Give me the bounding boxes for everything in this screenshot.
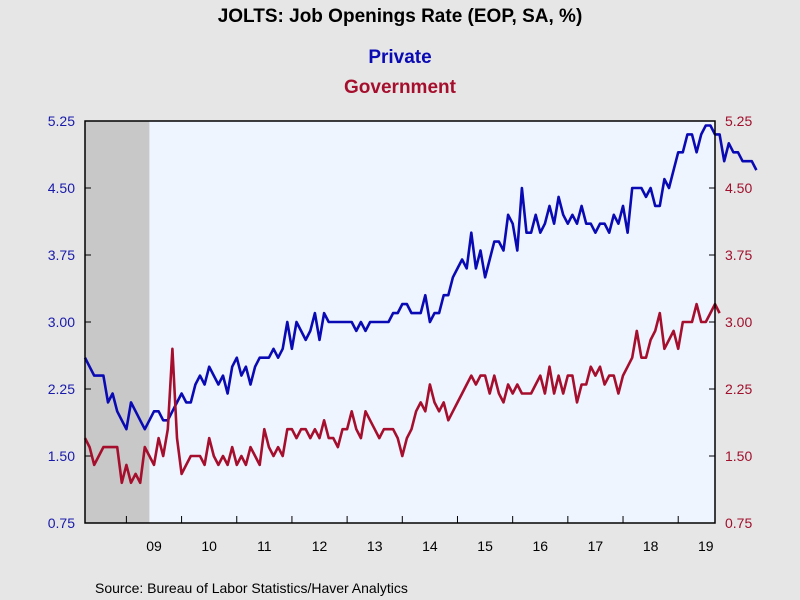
y-left-tick-label: 3.00	[48, 314, 75, 330]
series-line-private	[83, 124, 758, 431]
y-right-tick-label: 3.75	[725, 247, 752, 263]
y-left-tick-label: 4.50	[48, 180, 75, 196]
y-left-tick-label: 3.75	[48, 247, 75, 263]
x-tick-label: 16	[532, 538, 548, 554]
y-right-tick-label: 2.25	[725, 381, 752, 397]
y-left-tick-label: 5.25	[48, 113, 75, 129]
chart-title: JOLTS: Job Openings Rate (EOP, SA, %)	[218, 6, 583, 27]
x-tick-label: 10	[201, 538, 217, 554]
y-right-tick-label: 0.75	[725, 515, 752, 531]
y-left-tick-label: 0.75	[48, 515, 75, 531]
y-right-tick-label: 1.50	[725, 448, 752, 464]
x-tick-label: 13	[367, 538, 383, 554]
x-tick-label: 14	[422, 538, 438, 554]
y-right-tick-label: 3.00	[725, 314, 752, 330]
series-line-government	[83, 302, 721, 485]
x-tick-label: 18	[643, 538, 659, 554]
x-tick-label: 12	[312, 538, 328, 554]
y-left-tick-label: 2.25	[48, 381, 75, 397]
y-right-tick-label: 5.25	[725, 113, 752, 129]
plot-frame	[84, 120, 716, 524]
legend-private: Private	[368, 47, 431, 68]
x-tick-label: 09	[146, 538, 162, 554]
source-note: Source: Bureau of Labor Statistics/Haver…	[95, 580, 408, 596]
x-tick-label: 15	[477, 538, 493, 554]
x-tick-label: 17	[588, 538, 604, 554]
x-tick-label: 19	[698, 538, 714, 554]
chart-marks: 0.75 1.50 2.25 3.00 3.75 4.50 5.25 0.75 1.50 2.25…	[48, 113, 758, 554]
y-left-tick-label: 1.50	[48, 448, 75, 464]
y-right-tick-label: 4.50	[725, 180, 752, 196]
legend-government: Government	[344, 77, 457, 98]
x-tick-label: 11	[257, 538, 272, 554]
